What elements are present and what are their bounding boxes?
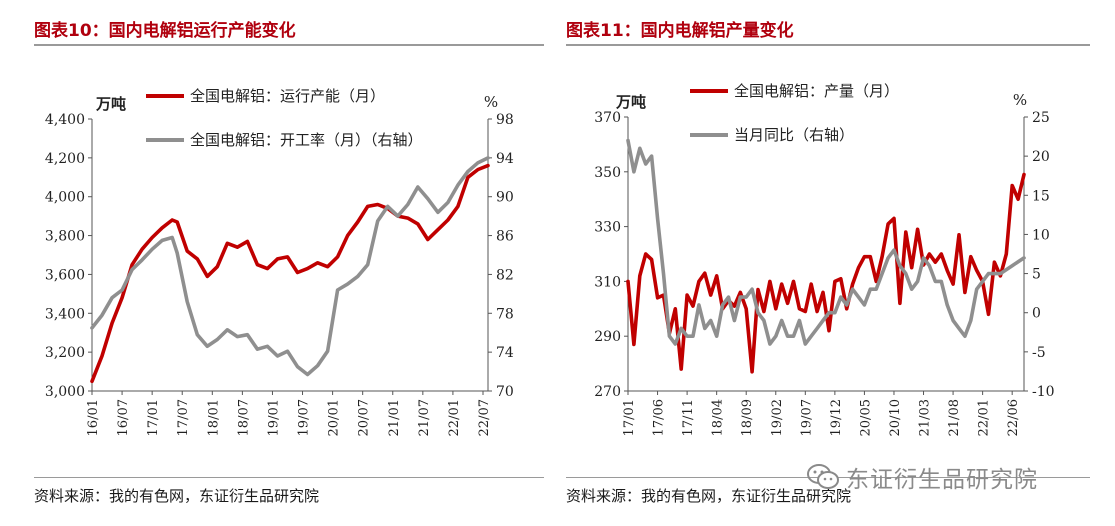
left-tick-label: 350 <box>594 165 621 181</box>
right-tick-label: -10 <box>1032 384 1055 400</box>
chart-title: 图表10：国内电解铝运行产能变化 <box>34 21 296 41</box>
left-tick-label: 4,200 <box>45 151 85 167</box>
right-tick-label: 0 <box>1032 306 1041 322</box>
chart-title: 图表11：国内电解铝产量变化 <box>566 21 794 41</box>
left-tick-label: 3,400 <box>45 306 85 322</box>
x-tick-label: 18/09 <box>740 399 755 436</box>
x-tick-label: 22/01 <box>977 399 992 436</box>
right-axis-unit: % <box>1013 91 1027 109</box>
right-tick-label: 74 <box>496 345 514 361</box>
right-tick-label: 94 <box>496 151 514 167</box>
left-panel: 图表10：国内电解铝运行产能变化 3,000 3,200 3,400 3,600 3,8… <box>0 0 552 526</box>
series-line-left-axis <box>90 163 490 384</box>
title-rule <box>566 44 1090 46</box>
left-tick-label: 290 <box>594 329 621 345</box>
source-rule <box>34 477 544 478</box>
left-tick-label: 310 <box>594 274 621 290</box>
left-axis-unit: 万吨 <box>615 93 646 111</box>
x-tick-label: 17/06 <box>652 399 667 436</box>
right-panel: 图表11：国内电解铝产量变化 270 290 310 330 350 370 -10 -5 0 5… <box>558 0 1115 526</box>
x-tick-label: 19/07 <box>297 399 312 436</box>
right-tick-label: 98 <box>496 112 514 128</box>
left-tick-label: 4,400 <box>45 112 85 128</box>
output-chart: 270 290 310 330 350 370 -10 -5 0 5 10 15 20 25 万吨 % 17/0… <box>594 82 1055 436</box>
right-tick-label: 70 <box>496 384 514 400</box>
right-tick-label: 10 <box>1032 227 1050 243</box>
x-tick-label: 18/07 <box>236 399 251 436</box>
right-tick-label: 86 <box>496 229 514 245</box>
x-tick-label: 16/07 <box>116 399 131 436</box>
left-tick-label: 270 <box>594 384 621 400</box>
left-axis-unit: 万吨 <box>95 95 126 113</box>
x-tick-label: 20/01 <box>327 399 342 436</box>
x-tick-label: 17/01 <box>622 399 637 436</box>
x-tick-label: 20/10 <box>888 399 903 436</box>
x-tick-label: 17/11 <box>681 399 696 436</box>
x-tick-label: 20/05 <box>858 399 873 436</box>
left-tick-label: 3,200 <box>45 345 85 361</box>
right-tick-label: 15 <box>1032 188 1050 204</box>
left-tick-label: 3,600 <box>45 267 85 283</box>
legend-label: 全国电解铝：产量（月） <box>734 82 899 100</box>
x-tick-label: 17/07 <box>176 399 191 436</box>
right-axis-unit: % <box>484 93 498 111</box>
x-tick-label: 18/04 <box>711 399 726 436</box>
right-tick-label: 5 <box>1032 267 1041 283</box>
x-tick-label: 19/01 <box>266 399 281 436</box>
source-note: 资料来源：我的有色网，东证衍生品研究院 <box>566 487 852 505</box>
x-tick-label: 21/01 <box>387 399 402 436</box>
capacity-chart: 3,000 3,200 3,400 3,600 3,800 4,000 4,200 4,400… <box>45 87 514 436</box>
x-tick-label: 16/01 <box>86 399 101 436</box>
series-line-left-axis <box>626 172 1026 374</box>
right-tick-label: 90 <box>496 190 514 206</box>
x-tick-label: 22/01 <box>447 399 462 436</box>
x-tick-label: 21/03 <box>918 399 933 436</box>
right-tick-label: 20 <box>1032 149 1050 165</box>
watermark: 东证衍生品研究院 <box>806 460 1038 494</box>
legend-label: 全国电解铝：开工率（月）（右轴） <box>190 131 423 149</box>
legend-label: 全国电解铝：运行产能（月） <box>190 87 385 105</box>
series-line-right-axis <box>626 138 1026 346</box>
x-tick-label: 21/07 <box>417 399 432 436</box>
x-tick-label: 19/02 <box>770 399 785 436</box>
left-tick-label: 3,800 <box>45 229 85 245</box>
x-tick-label: 19/12 <box>829 399 844 436</box>
x-tick-label: 19/07 <box>799 399 814 436</box>
title-rule <box>34 44 544 46</box>
source-note: 资料来源：我的有色网，东证衍生品研究院 <box>34 487 320 505</box>
left-tick-label: 3,000 <box>45 384 85 400</box>
watermark-text: 东证衍生品研究院 <box>846 467 1038 493</box>
x-tick-label: 22/06 <box>1006 399 1021 436</box>
legend-label: 当月同比（右轴） <box>734 126 854 144</box>
left-tick-label: 370 <box>594 110 621 126</box>
right-tick-label: -5 <box>1032 345 1046 361</box>
wechat-icon <box>807 464 839 489</box>
left-tick-label: 330 <box>594 220 621 236</box>
x-tick-label: 21/08 <box>947 399 962 436</box>
x-tick-label: 17/01 <box>146 399 161 436</box>
left-tick-label: 4,000 <box>45 190 85 206</box>
series-line-right-axis <box>90 156 490 377</box>
right-tick-label: 82 <box>496 267 514 283</box>
right-tick-label: 25 <box>1032 110 1050 126</box>
right-tick-label: 78 <box>496 306 514 322</box>
x-tick-label: 22/07 <box>477 399 492 436</box>
x-tick-label: 18/01 <box>206 399 221 436</box>
x-tick-label: 20/07 <box>357 399 372 436</box>
